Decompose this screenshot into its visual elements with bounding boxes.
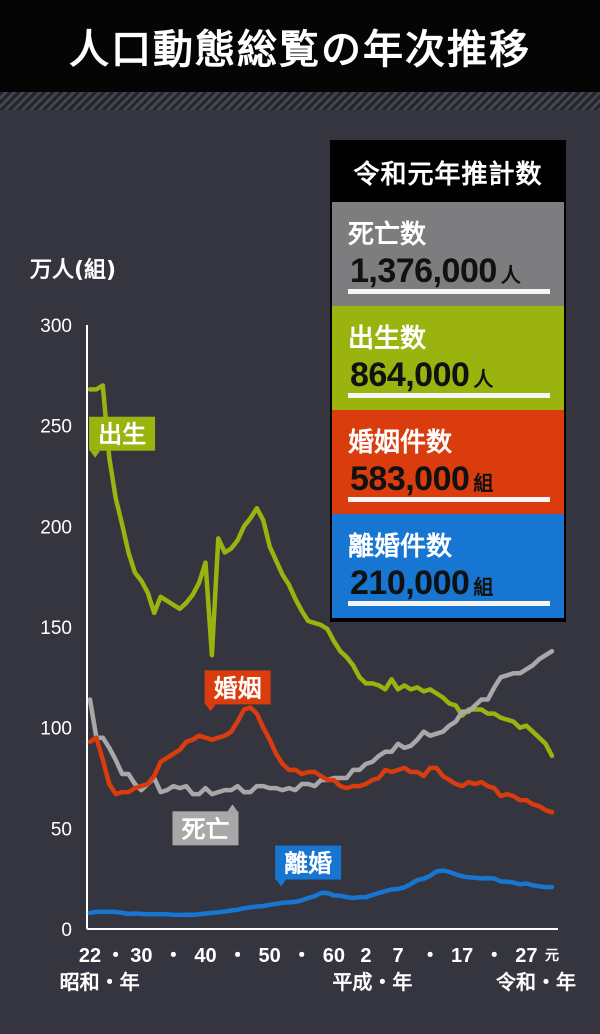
y-tick-label: 200 [40,517,72,538]
y-tick-label: 100 [40,719,72,740]
y-tick-label: 150 [40,618,72,639]
legend-item-marriages: 婚姻件数 583,000 組 [332,410,564,514]
series-label-text: 出生 [98,421,146,449]
page-title: 人口動態総覧の年次推移 [69,27,531,73]
x-tick-label: 40 [194,945,216,967]
y-axis-unit-label: 万人(組) [30,258,117,283]
legend-value: 1,376,000 人 [350,252,521,290]
label-pointer [205,704,216,712]
divorces-line [87,868,555,918]
legend-item-deaths: 死亡数 1,376,000 人 [332,202,564,306]
legend-underline [348,601,550,606]
header-bar: 人口動態総覧の年次推移 [0,0,600,92]
era-label: 昭和・年 [60,970,140,994]
x-tick-label: ・ [484,945,504,967]
series-label-text: 離婚 [284,850,332,878]
legend-value: 210,000 組 [350,564,493,602]
x-tick-label: 17 [451,945,473,967]
x-tick-label: 元 [545,947,559,963]
legend-underline [348,289,550,294]
legend-underline [348,497,550,502]
deaths-label: 死亡 [172,804,239,846]
legend-value: 583,000 組 [350,460,493,498]
marriages-label: 婚姻 [204,670,271,712]
label-box [172,811,239,846]
y-tick-label: 300 [40,316,72,337]
era-label: 平成・年 [332,970,412,994]
x-tick-label: 50 [259,945,281,967]
x-tick-label: 27 [515,945,537,967]
y-tick-label: 250 [40,417,72,438]
x-tick-label: 22 [79,945,101,967]
births-line [87,383,555,759]
births-label: 出生 [89,416,156,458]
legend-label: 出生数 [348,324,427,354]
divorces-label: 離婚 [275,845,342,887]
series-label-text: 死亡 [182,815,230,843]
x-tick-label: 7 [392,945,403,967]
legend-label: 離婚件数 [348,532,453,562]
label-pointer [227,804,238,812]
label-box [204,670,271,705]
y-tick-label: 50 [51,819,72,840]
series-label-text: 婚姻 [214,674,262,702]
legend-label: 死亡数 [348,220,427,250]
label-pointer [276,879,287,887]
header-stripe [0,92,600,110]
x-tick-label: ・ [420,945,440,967]
legend-value: 864,000 人 [350,356,493,394]
x-tick-label: 30 [130,945,152,967]
legend-title: 令和元年推計数 [332,142,564,202]
x-tick-label: 2 [360,945,371,967]
legend-item-births: 出生数 864,000 人 [332,306,564,410]
y-tick-label: 0 [61,920,72,941]
legend-item-divorces: 離婚件数 210,000 組 [332,514,564,618]
label-box [275,845,342,880]
x-tick-label: ・ [292,945,312,967]
label-pointer [90,450,101,458]
legend-underline [348,393,550,398]
marriages-line [87,705,555,815]
legend-panel: 令和元年推計数 死亡数 1,376,000 人 出生数 864,000 人 婚姻件数… [330,140,566,622]
x-tick-label: 60 [323,945,345,967]
x-tick-label: ・ [163,945,183,967]
x-tick-label: ・ [228,945,248,967]
legend-label: 婚姻件数 [348,428,453,458]
era-label: 令和・年 [496,970,576,994]
x-tick-label: ・ [106,945,126,967]
label-box [89,416,156,451]
deaths-line [87,648,555,797]
